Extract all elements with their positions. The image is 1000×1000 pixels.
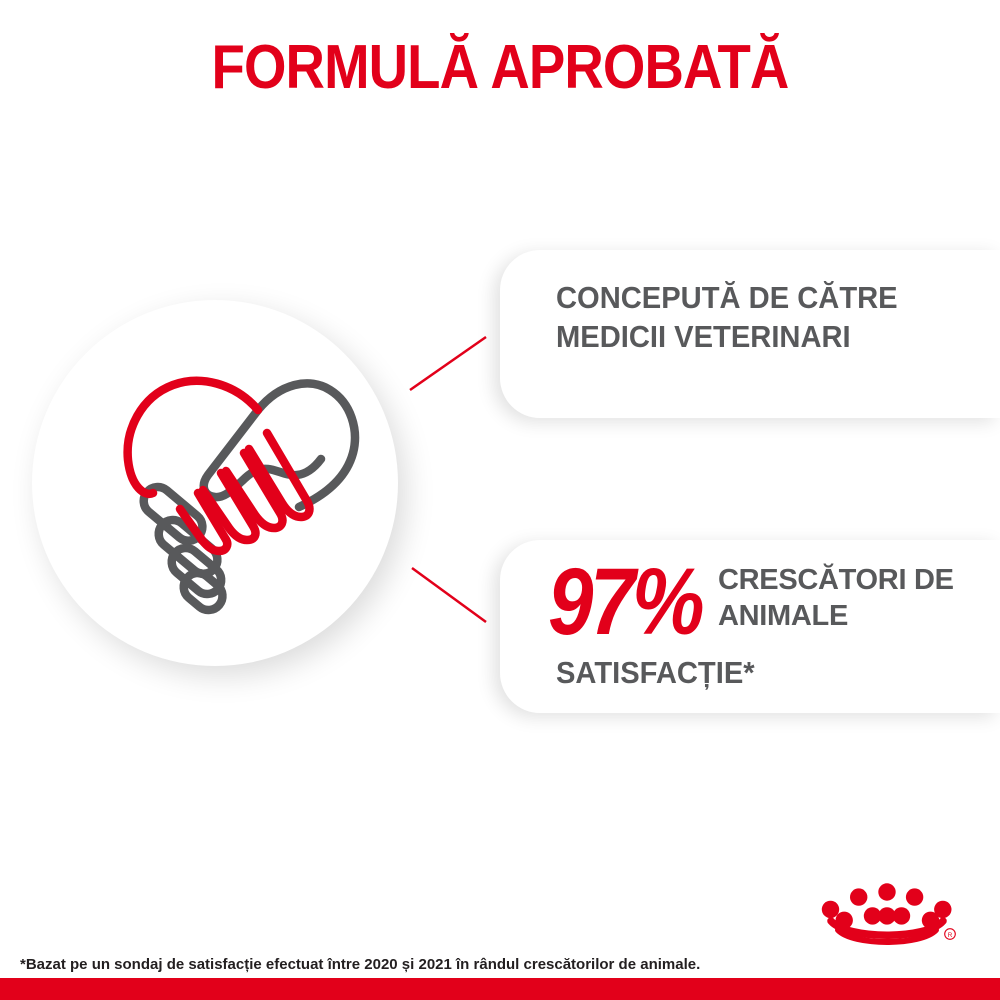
svg-text:R: R: [948, 932, 953, 939]
